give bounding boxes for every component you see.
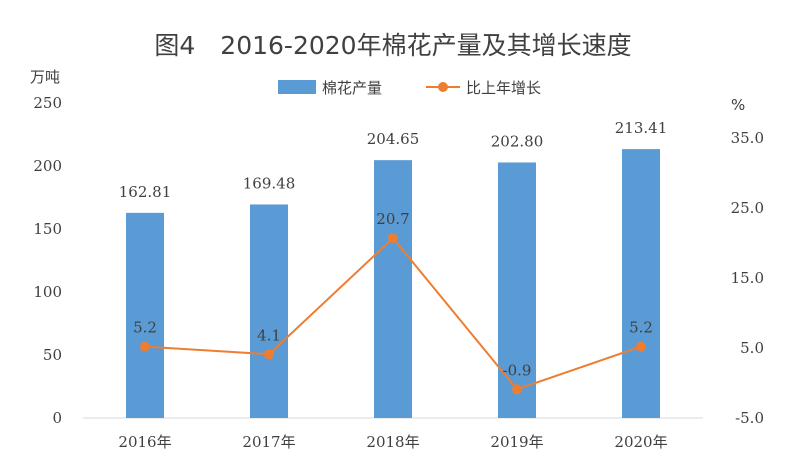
bar-series — [126, 149, 660, 419]
right-tick-label: 5.0 — [740, 339, 764, 357]
line-data-label: 4.1 — [257, 326, 281, 344]
bar-data-label: 162.81 — [119, 183, 172, 201]
bar-data-label: 202.80 — [491, 132, 544, 150]
line-point — [636, 341, 646, 352]
left-axis-unit: 万吨 — [30, 68, 60, 86]
x-tick-label: 2018年 — [366, 433, 419, 451]
bar — [622, 149, 660, 418]
x-tick-label: 2019年 — [490, 433, 543, 451]
line-data-label: 5.2 — [629, 319, 653, 337]
right-tick-label: 15.0 — [731, 269, 764, 287]
line-data-label: 20.7 — [376, 210, 409, 228]
bar — [498, 162, 536, 418]
bar — [126, 212, 164, 418]
right-tick-label: -5.0 — [735, 409, 764, 427]
right-tick-label: 25.0 — [731, 199, 764, 217]
bar-data-labels: 162.81 169.48 204.65 202.80 213.41 — [119, 119, 668, 201]
line-series: 5.2 4.1 20.7 -0.9 5.2 — [133, 210, 653, 395]
line-data-label: -0.9 — [503, 361, 532, 379]
legend: 棉花产量 比上年增长 — [278, 79, 541, 97]
left-tick-label: 150 — [33, 220, 62, 238]
legend-line-label: 比上年增长 — [466, 79, 541, 97]
bar — [250, 204, 288, 418]
x-tick-label: 2020年 — [614, 433, 667, 451]
right-axis-unit: % — [731, 96, 745, 114]
line-point — [512, 384, 522, 395]
line-point — [140, 341, 150, 352]
left-tick-label: 100 — [33, 283, 62, 301]
bar-data-label: 213.41 — [615, 119, 668, 137]
legend-bar-label: 棉花产量 — [322, 79, 382, 97]
left-tick-label: 0 — [52, 409, 62, 427]
x-axis: 2016年 2017年 2018年 2019年 2020年 — [118, 433, 667, 451]
line-data-label: 5.2 — [133, 319, 157, 337]
legend-bar-swatch — [278, 80, 316, 94]
bar-data-label: 204.65 — [367, 130, 420, 148]
x-tick-label: 2017年 — [242, 433, 295, 451]
line-point — [264, 349, 274, 360]
left-axis: 0 50 100 150 200 250 — [33, 94, 62, 427]
left-tick-label: 50 — [43, 346, 62, 364]
bar — [374, 160, 412, 419]
bar-data-label: 169.48 — [243, 174, 296, 192]
line-point — [388, 233, 398, 244]
x-tick-label: 2016年 — [118, 433, 171, 451]
right-axis: -5.0 5.0 15.0 25.0 35.0 — [731, 129, 764, 427]
left-tick-label: 250 — [33, 94, 62, 112]
chart-title: 图4 2016-2020年棉花产量及其增长速度 — [154, 31, 631, 60]
left-tick-label: 200 — [33, 157, 62, 175]
right-tick-label: 35.0 — [731, 129, 764, 147]
legend-line-marker — [438, 82, 448, 92]
